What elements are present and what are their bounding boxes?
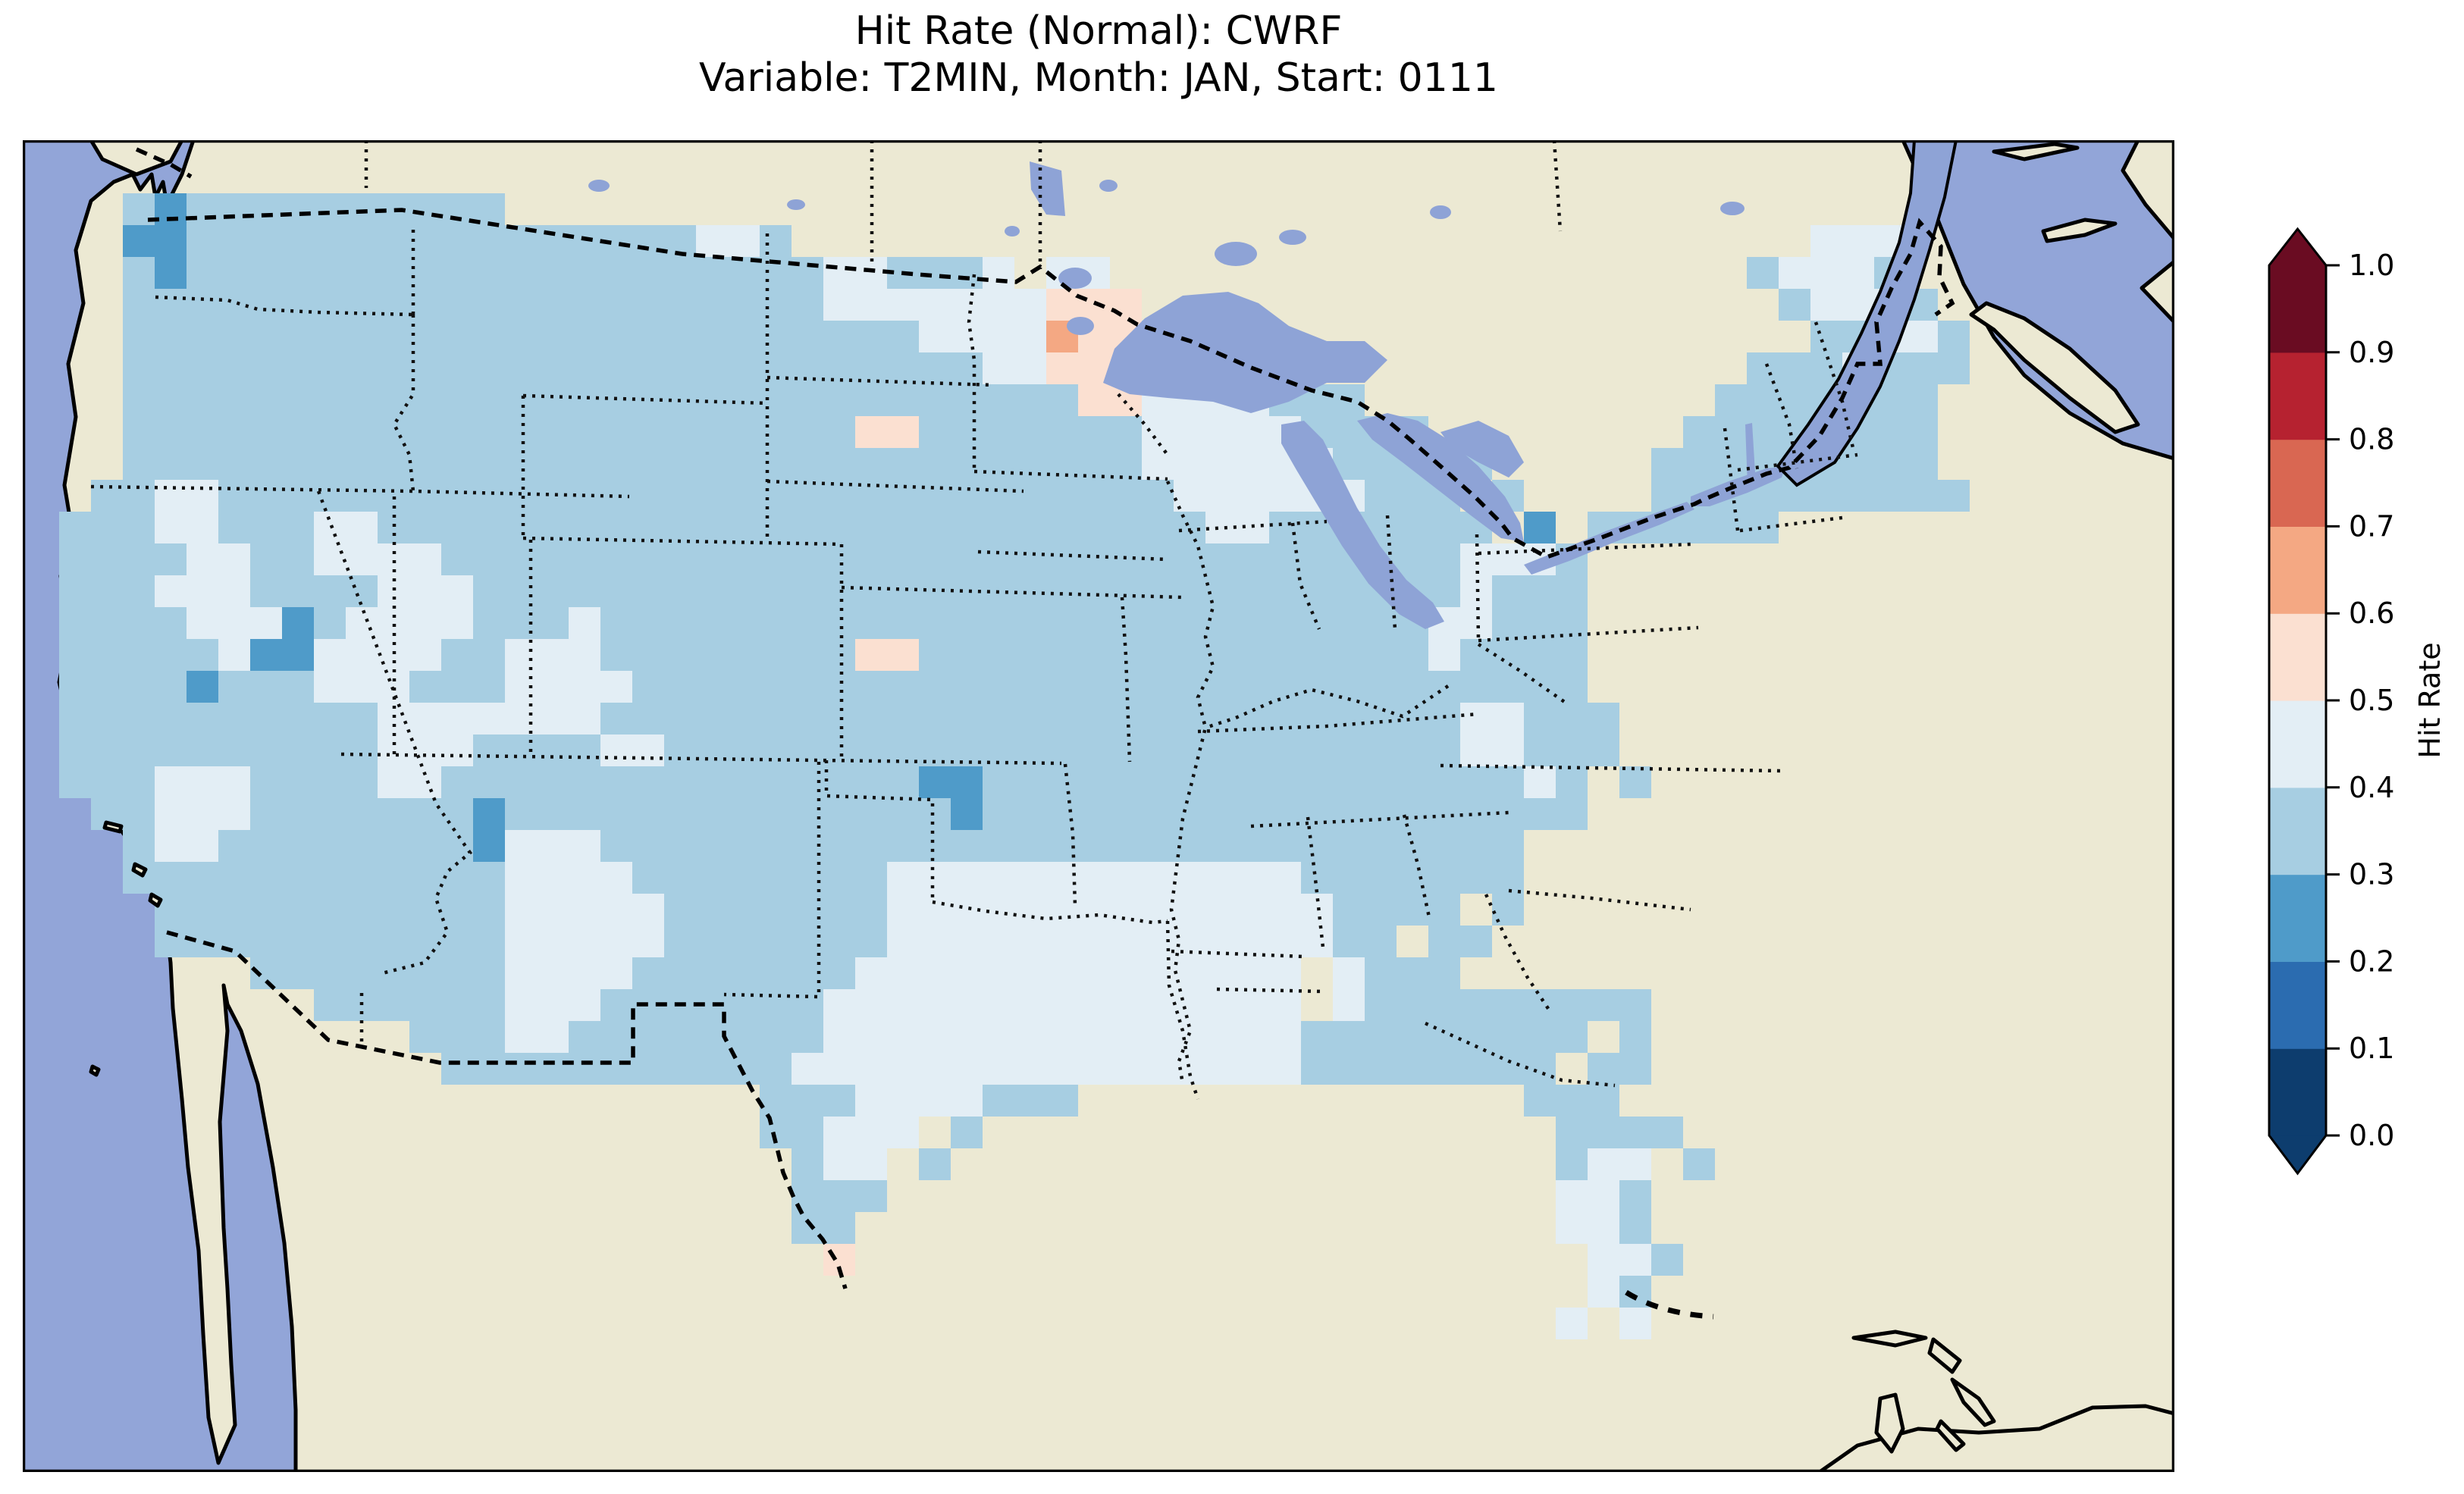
map-frame: [23, 140, 2174, 1472]
island: [1969, 301, 2140, 434]
colorbar-segment: [2269, 700, 2326, 788]
state-border: [1250, 810, 1509, 828]
small-lake: [1720, 202, 1745, 215]
state-border: [340, 752, 1062, 766]
colorbar-segment: [2269, 787, 2326, 875]
state-border: [1385, 515, 1397, 630]
colorbar-arrow-over: [2269, 229, 2326, 265]
lake: [1357, 413, 1524, 542]
state-border: [1425, 1021, 1616, 1088]
state-border: [1178, 519, 1328, 533]
state-border: [1440, 763, 1782, 773]
colorbar: 0.0 0.1 0.2 0.3 0.4 0.5 0.6 0.7 0.8 0.9 1.0 Hit Rat…: [2244, 189, 2464, 1266]
lake: [1281, 421, 1444, 629]
small-lake: [1215, 242, 1257, 266]
state-border: [522, 536, 842, 547]
colorbar-tick-label: 0.1: [2349, 1032, 2394, 1065]
lake: [1103, 292, 1387, 413]
colorbar-segment: [2269, 352, 2326, 440]
small-lake: [1067, 317, 1094, 335]
colorbar-segment: [2269, 265, 2326, 353]
island: [1851, 1330, 1928, 1348]
island: [2041, 218, 2118, 243]
island: [131, 862, 148, 878]
island: [1874, 1392, 1905, 1454]
colorbar-arrow-under: [2269, 1135, 2326, 1173]
colorbar-tick-label: 0.2: [2349, 944, 2394, 978]
island: [148, 892, 163, 908]
title-block: Hit Rate (Normal): CWRF Variable: T2MIN,…: [23, 8, 2174, 102]
colorbar-tick-label: 0.3: [2349, 858, 2394, 891]
state-border: [1764, 363, 1799, 469]
colorbar-tick-label: 0.5: [2349, 684, 2394, 717]
small-lake: [588, 180, 610, 192]
state-border: [1508, 888, 1691, 912]
island: [89, 140, 184, 177]
state-border: [841, 585, 1183, 600]
island: [1935, 1419, 1966, 1452]
florida-keys: [1625, 1290, 1714, 1320]
state-border: [766, 479, 1024, 493]
us-map-canvas: [23, 140, 2174, 1472]
state-border: [1165, 481, 1215, 1085]
small-lake: [1058, 268, 1092, 289]
small-lake: [1279, 230, 1306, 245]
state-border: [90, 484, 630, 499]
international-border: [166, 930, 848, 1289]
state-border: [316, 490, 473, 976]
colorbar-canvas: 0.0 0.1 0.2 0.3 0.4 0.5 0.6 0.7 0.8 0.9 1.0 Hit Rat…: [2268, 227, 2447, 1176]
island: [89, 1064, 101, 1077]
colorbar-segment: [2269, 1048, 2326, 1136]
state-border: [1306, 816, 1325, 948]
colorbar-tick-label: 0.4: [2349, 771, 2394, 804]
lake: [1524, 502, 1694, 575]
colorbar-tick-label: 0.0: [2349, 1119, 2394, 1152]
island: [2140, 259, 2174, 324]
state-border: [155, 295, 414, 317]
state-border: [1117, 393, 1169, 456]
figure-subtitle: Variable: T2MIN, Month: JAN, Start: 0111: [699, 55, 1498, 101]
colorbar-segment: [2269, 526, 2326, 614]
island: [2121, 140, 2174, 241]
state-border: [1478, 625, 1699, 643]
colorbar-segment: [2269, 874, 2326, 962]
lake: [1030, 161, 1065, 216]
state-border: [1120, 597, 1132, 763]
colorbar-tick-label: 0.7: [2349, 509, 2394, 543]
state-border: [1552, 140, 1563, 232]
island: [1950, 1377, 1996, 1427]
colorbar-axis-label: Hit Rate: [2413, 642, 2447, 758]
state-border: [1205, 684, 1450, 730]
small-lake: [1430, 205, 1451, 219]
state-border: [1197, 712, 1479, 734]
small-lake: [787, 199, 805, 210]
colorbar-segment: [2269, 439, 2326, 527]
state-border: [1171, 949, 1305, 959]
colorbar-tick-label: 0.8: [2349, 423, 2394, 456]
colorbar-segment: [2269, 613, 2326, 701]
map-plot: [23, 140, 2174, 1472]
colorbar-tick-label: 0.6: [2349, 597, 2394, 630]
figure-title: Hit Rate (Normal): CWRF: [854, 8, 1343, 54]
state-border: [824, 760, 935, 902]
state-border: [1290, 522, 1321, 630]
hit-rate-grid: [59, 193, 1970, 1339]
state-border: [1737, 453, 1858, 472]
colorbar-tick-label: 0.9: [2349, 336, 2394, 369]
small-lake: [1099, 180, 1118, 192]
gulf-of-st-lawrence: [1901, 140, 2174, 461]
island: [102, 820, 124, 834]
state-border: [766, 375, 994, 387]
state-border: [1165, 920, 1200, 1100]
lake: [1440, 421, 1524, 478]
island: [1992, 142, 2080, 161]
colorbar-segment: [2269, 961, 2326, 1049]
st-lawrence-river: [1776, 140, 1958, 487]
island: [1927, 1337, 1962, 1374]
colorbar-tick-label: 1.0: [2349, 249, 2394, 282]
small-lake: [1005, 226, 1020, 236]
